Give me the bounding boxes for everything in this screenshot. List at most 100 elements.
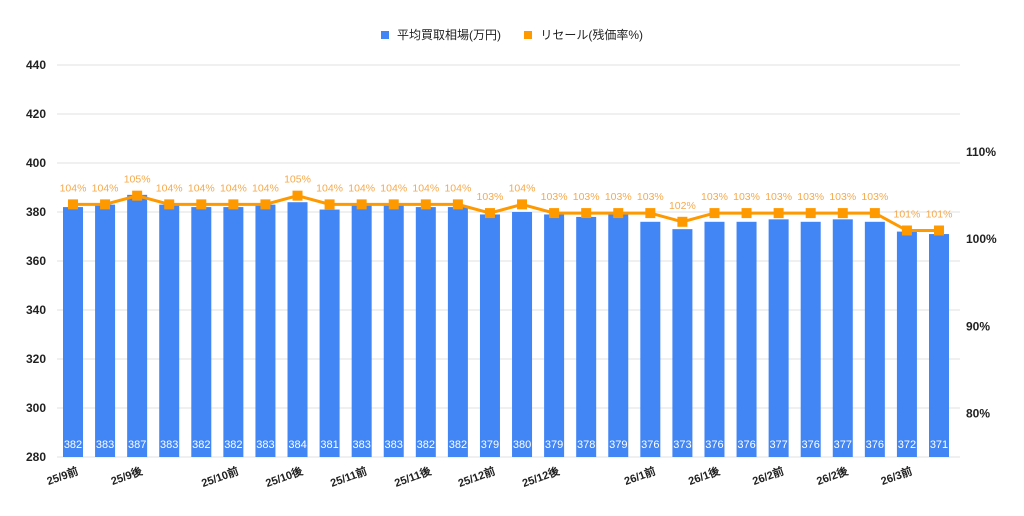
bar[interactable]: [672, 229, 693, 457]
y2-axis-tick: 110%: [966, 145, 996, 159]
bar[interactable]: [640, 221, 661, 457]
bar[interactable]: [479, 214, 500, 457]
bar[interactable]: [512, 212, 533, 457]
x-axis-tick: 25/11前: [328, 464, 368, 490]
line-marker[interactable]: [196, 199, 207, 210]
x-axis-tick: 25/10前: [199, 464, 240, 490]
line-marker[interactable]: [100, 199, 111, 210]
legend-swatch-line: [524, 30, 533, 39]
bar[interactable]: [383, 204, 404, 457]
line-marker[interactable]: [581, 208, 592, 219]
bar[interactable]: [800, 221, 821, 457]
line-marker[interactable]: [68, 199, 78, 210]
line-marker[interactable]: [260, 199, 271, 210]
legend-label-bar: 平均買取相場(万円): [396, 28, 501, 42]
line-marker[interactable]: [709, 208, 720, 219]
bar[interactable]: [191, 207, 212, 457]
bar[interactable]: [576, 216, 597, 457]
line-marker[interactable]: [517, 199, 528, 210]
bar-value-label: 379: [545, 439, 563, 451]
line-marker[interactable]: [324, 199, 335, 210]
line-marker[interactable]: [420, 199, 431, 210]
line-marker[interactable]: [228, 199, 239, 210]
bar-value-label: 383: [160, 439, 178, 451]
y-axis-tick: 400: [26, 156, 46, 170]
bar[interactable]: [255, 204, 276, 457]
line-value-label: 104%: [380, 182, 407, 194]
bar-value-label: 379: [481, 439, 499, 451]
line-value-label: 104%: [60, 182, 87, 194]
line-marker[interactable]: [164, 199, 175, 210]
line-value-label: 103%: [573, 191, 600, 203]
bar[interactable]: [929, 234, 949, 457]
chart-legend: 平均買取相場(万円) リセール(残価率%): [0, 26, 1024, 43]
bar-value-label: 376: [802, 439, 820, 451]
bar[interactable]: [127, 194, 148, 457]
line-marker[interactable]: [484, 208, 495, 219]
line-marker[interactable]: [613, 208, 624, 219]
bar[interactable]: [351, 204, 372, 457]
resale-line: [73, 194, 939, 233]
y-axis-tick: 340: [26, 303, 46, 317]
bar-value-label: 382: [64, 439, 82, 451]
bar[interactable]: [864, 221, 885, 457]
line-marker[interactable]: [805, 208, 816, 219]
line-value-label: 103%: [477, 191, 504, 203]
bar[interactable]: [608, 214, 629, 457]
line-marker[interactable]: [292, 190, 303, 201]
bar[interactable]: [223, 207, 244, 457]
bar[interactable]: [415, 207, 436, 457]
line-value-label: 103%: [605, 191, 632, 203]
line-marker[interactable]: [677, 216, 688, 227]
line-marker[interactable]: [356, 199, 367, 210]
line-value-label: 102%: [669, 200, 696, 212]
bar-value-label: 383: [96, 439, 114, 451]
line-value-label: 104%: [92, 182, 119, 194]
line-value-label: 103%: [797, 191, 824, 203]
bar-value-label: 377: [769, 439, 787, 451]
line-marker[interactable]: [869, 208, 880, 219]
line-marker[interactable]: [837, 208, 848, 219]
bar[interactable]: [704, 221, 725, 457]
legend-item-bar[interactable]: 平均買取相場(万円): [380, 26, 501, 43]
bar[interactable]: [319, 209, 340, 457]
line-value-label: 105%: [124, 174, 151, 186]
line-value-label: 101%: [893, 209, 920, 221]
bar-value-label: 383: [352, 439, 370, 451]
bar[interactable]: [896, 231, 917, 457]
bar[interactable]: [95, 204, 116, 457]
line-marker[interactable]: [132, 190, 143, 201]
line-marker[interactable]: [549, 208, 560, 219]
bar[interactable]: [159, 204, 180, 457]
bar[interactable]: [447, 207, 468, 457]
bar[interactable]: [544, 214, 565, 457]
line-marker[interactable]: [645, 208, 656, 219]
line-value-label: 103%: [861, 191, 888, 203]
x-axis-tick: 26/2後: [815, 463, 851, 488]
y2-axis-tick: 90%: [966, 319, 990, 333]
line-marker[interactable]: [388, 199, 399, 210]
bar-value-label: 382: [449, 439, 467, 451]
bar[interactable]: [287, 202, 308, 457]
line-value-label: 103%: [701, 191, 728, 203]
legend-item-line[interactable]: リセール(残価率%): [524, 26, 643, 43]
line-value-label: 104%: [188, 182, 215, 194]
bar[interactable]: [63, 207, 83, 457]
bar-value-label: 377: [834, 439, 852, 451]
bar[interactable]: [736, 221, 757, 457]
bar[interactable]: [832, 219, 853, 457]
bar-value-label: 387: [128, 439, 146, 451]
line-marker[interactable]: [773, 208, 784, 219]
line-marker[interactable]: [934, 225, 944, 236]
bar-value-label: 376: [737, 439, 755, 451]
x-axis-tick: 26/1後: [686, 463, 722, 488]
line-marker[interactable]: [901, 225, 912, 236]
line-value-label: 103%: [829, 191, 856, 203]
bar[interactable]: [768, 219, 789, 457]
bar-value-label: 376: [641, 439, 659, 451]
line-value-label: 104%: [316, 182, 343, 194]
line-value-label: 103%: [733, 191, 760, 203]
y2-axis-tick: 80%: [966, 406, 990, 420]
line-marker[interactable]: [452, 199, 463, 210]
line-marker[interactable]: [741, 208, 752, 219]
